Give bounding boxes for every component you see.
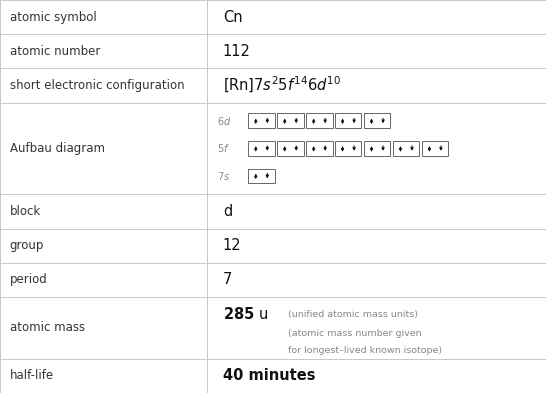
Text: 12: 12 bbox=[223, 238, 241, 253]
Bar bbox=[248, 141, 275, 156]
Text: $\mathregular{[Rn]7}s^{2}\mathregular{5}f^{14}\mathregular{6}d^{10}$: $\mathregular{[Rn]7}s^{2}\mathregular{5}… bbox=[223, 75, 341, 95]
Bar bbox=[248, 169, 275, 184]
Text: $6d$: $6d$ bbox=[217, 115, 232, 127]
Text: atomic mass: atomic mass bbox=[10, 321, 85, 334]
Text: Cn: Cn bbox=[223, 9, 242, 25]
Text: half-life: half-life bbox=[10, 369, 54, 382]
Text: $\mathbf{285}$ ​u: $\mathbf{285}$ ​u bbox=[223, 306, 268, 322]
Text: 7: 7 bbox=[223, 272, 232, 287]
Text: for longest–lived known isotope): for longest–lived known isotope) bbox=[288, 346, 442, 355]
Bar bbox=[364, 114, 390, 129]
Text: period: period bbox=[10, 273, 48, 286]
Text: (atomic mass number given: (atomic mass number given bbox=[288, 329, 422, 338]
Text: 112: 112 bbox=[223, 44, 251, 59]
Bar bbox=[364, 141, 390, 156]
Bar bbox=[393, 141, 419, 156]
Text: d: d bbox=[223, 204, 232, 219]
Text: 40 minutes: 40 minutes bbox=[223, 368, 315, 384]
Bar bbox=[335, 141, 361, 156]
Bar bbox=[306, 141, 333, 156]
Text: block: block bbox=[10, 205, 41, 218]
Text: (unified atomic mass units): (unified atomic mass units) bbox=[288, 310, 418, 319]
Text: short electronic configuration: short electronic configuration bbox=[10, 79, 185, 92]
Text: atomic symbol: atomic symbol bbox=[10, 11, 97, 24]
Bar bbox=[248, 114, 275, 129]
Text: group: group bbox=[10, 239, 44, 252]
Bar bbox=[335, 114, 361, 129]
Bar bbox=[422, 141, 448, 156]
Bar bbox=[306, 114, 333, 129]
Bar bbox=[277, 141, 304, 156]
Text: $5f$: $5f$ bbox=[217, 142, 230, 154]
Text: atomic number: atomic number bbox=[10, 45, 100, 58]
Text: $7s$: $7s$ bbox=[217, 170, 230, 182]
Bar bbox=[277, 114, 304, 129]
Text: Aufbau diagram: Aufbau diagram bbox=[10, 142, 105, 155]
